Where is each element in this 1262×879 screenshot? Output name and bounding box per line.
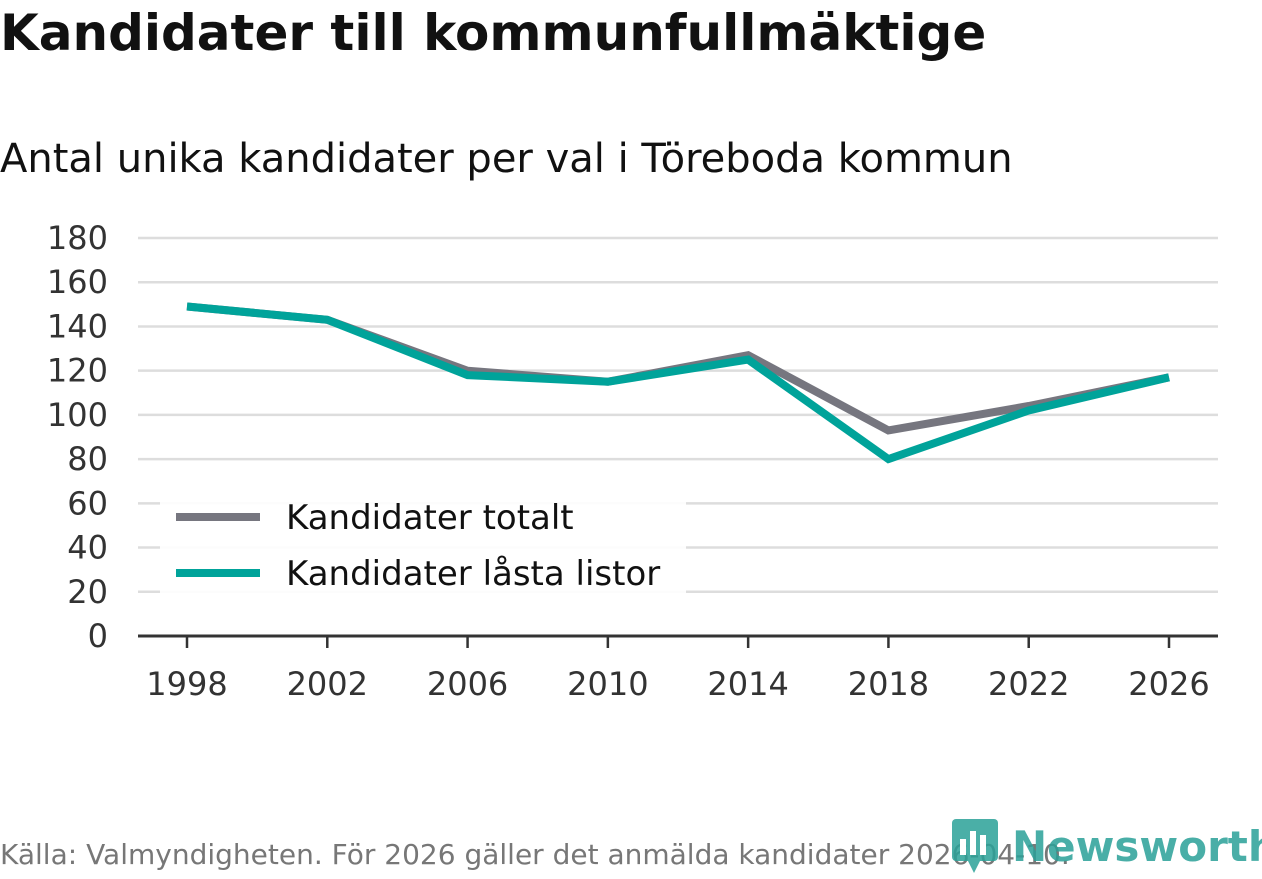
- brand-name: Newsworthy: [1012, 821, 1262, 871]
- legend-label: Kandidater låsta listor: [286, 554, 660, 594]
- y-tick-label: 140: [47, 307, 108, 345]
- x-tick-label: 2006: [427, 665, 508, 703]
- y-axis-ticks: 0 20 40 60 80 100 120 140 160 180: [47, 219, 108, 655]
- brand-logo: Newsworthy: [950, 818, 1262, 874]
- y-tick-label: 100: [47, 396, 108, 434]
- y-tick-label: 60: [67, 484, 108, 522]
- x-tick-label: 2026: [1128, 665, 1209, 703]
- y-tick-label: 180: [47, 219, 108, 257]
- y-tick-label: 80: [67, 440, 108, 478]
- series-line-1: [186, 302, 1170, 464]
- legend-box: [160, 496, 686, 596]
- newsworthy-logo-icon: [952, 819, 998, 873]
- x-tick-label: 2014: [707, 665, 788, 703]
- y-tick-label: 160: [47, 263, 108, 301]
- x-tick-label: 1998: [146, 665, 227, 703]
- x-tick-label: 2002: [287, 665, 368, 703]
- legend-label: Kandidater totalt: [286, 498, 574, 538]
- y-tick-label: 20: [67, 573, 108, 611]
- y-tick-label: 40: [67, 529, 108, 567]
- x-tick-label: 2010: [567, 665, 648, 703]
- x-tick-label: 2018: [848, 665, 929, 703]
- y-tick-label: 0: [88, 617, 108, 655]
- chart-title: Kandidater till kommunfullmäktige: [0, 4, 987, 62]
- chart-subtitle: Antal unika kandidater per val i Törebod…: [0, 136, 1013, 182]
- x-axis: 1998 2002 2006 2010 2014 2018 2022 2026: [138, 634, 1218, 703]
- source-note: Källa: Valmyndigheten. För 2026 gäller d…: [0, 838, 1070, 871]
- legend: Kandidater totalt Kandidater låsta listor: [160, 496, 686, 596]
- series-lines: [186, 302, 1170, 464]
- y-tick-label: 120: [47, 352, 108, 390]
- x-tick-label: 2022: [988, 665, 1069, 703]
